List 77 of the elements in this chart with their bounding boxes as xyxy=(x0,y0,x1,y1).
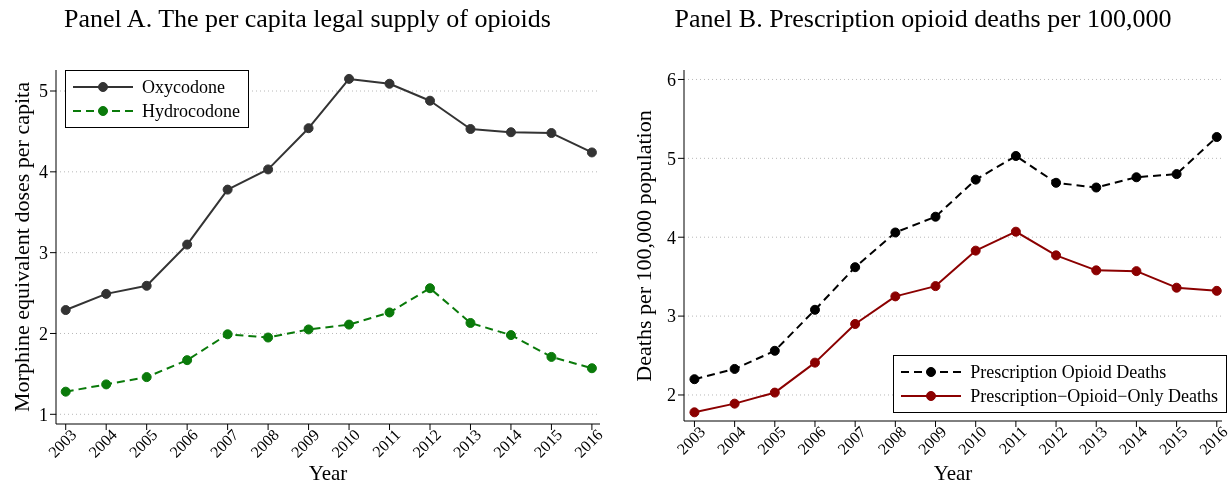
point xyxy=(60,305,71,316)
point xyxy=(101,288,112,299)
y-axis-title: Deaths per 100,000 population xyxy=(631,109,657,382)
point xyxy=(1051,177,1062,188)
point xyxy=(930,281,941,292)
chart-title: Panel A. The per capita legal supply of opioids xyxy=(63,3,552,35)
y-tick-label: 4 xyxy=(667,227,676,248)
point xyxy=(850,262,861,273)
point xyxy=(425,95,435,106)
point xyxy=(1010,226,1021,237)
y-tick-label: 3 xyxy=(39,243,48,264)
point xyxy=(60,386,71,397)
point xyxy=(1091,182,1102,193)
point xyxy=(890,227,901,238)
point xyxy=(586,363,597,374)
y-axis-title: Morphine equivalent doses per capita xyxy=(9,82,35,412)
point xyxy=(809,357,820,368)
point xyxy=(1171,282,1182,293)
point xyxy=(809,304,820,315)
point xyxy=(689,374,700,385)
point xyxy=(546,351,557,362)
point xyxy=(970,174,981,185)
point xyxy=(1051,250,1062,261)
y-tick-label: 5 xyxy=(667,148,676,169)
point xyxy=(384,78,395,89)
point xyxy=(141,372,152,383)
point xyxy=(101,379,112,390)
point xyxy=(505,330,516,341)
point xyxy=(182,355,193,366)
point xyxy=(141,280,152,291)
point xyxy=(263,164,274,175)
point xyxy=(222,329,233,340)
y-tick-label: 4 xyxy=(39,162,48,183)
y-tick-label: 1 xyxy=(39,404,48,425)
point xyxy=(1211,285,1222,296)
point xyxy=(729,363,740,374)
point xyxy=(303,324,314,335)
point xyxy=(769,387,780,398)
point xyxy=(1131,172,1142,183)
legend-label: Prescription Opioid Deaths xyxy=(970,361,1167,384)
point xyxy=(1010,150,1021,161)
chart-title: Panel B. Prescription opioid deaths per 100,000 xyxy=(673,3,1173,35)
point xyxy=(465,317,476,328)
y-tick-label: 2 xyxy=(667,385,676,406)
legend-label: Oxycodone xyxy=(142,76,225,99)
point xyxy=(344,73,355,84)
y-tick-label: 2 xyxy=(39,323,48,344)
point xyxy=(546,128,557,139)
point xyxy=(850,318,861,329)
y-tick-label: 3 xyxy=(667,306,676,327)
x-axis-title: Year xyxy=(933,461,973,485)
point xyxy=(303,123,314,134)
legend-label: Prescription−Opioid−Only Deaths xyxy=(970,385,1218,408)
x-axis-title: Year xyxy=(308,461,348,485)
point xyxy=(689,407,700,418)
point xyxy=(930,211,941,222)
point xyxy=(344,319,355,330)
point xyxy=(263,332,274,343)
point xyxy=(970,245,981,256)
legend-label: Hydrocodone xyxy=(142,100,240,123)
y-tick-label: 6 xyxy=(667,69,676,90)
point xyxy=(586,147,597,158)
point xyxy=(890,291,901,302)
point xyxy=(505,127,516,138)
point xyxy=(384,307,395,318)
point xyxy=(182,239,193,250)
x-tick-label: 2011 xyxy=(995,422,1030,458)
point xyxy=(769,345,780,356)
point xyxy=(1091,265,1102,276)
point xyxy=(465,124,476,134)
point xyxy=(1131,266,1142,277)
y-tick-label: 5 xyxy=(39,81,48,102)
point xyxy=(729,398,740,409)
point xyxy=(425,283,435,294)
point xyxy=(222,184,233,195)
point xyxy=(1211,132,1222,143)
point xyxy=(1171,169,1182,180)
